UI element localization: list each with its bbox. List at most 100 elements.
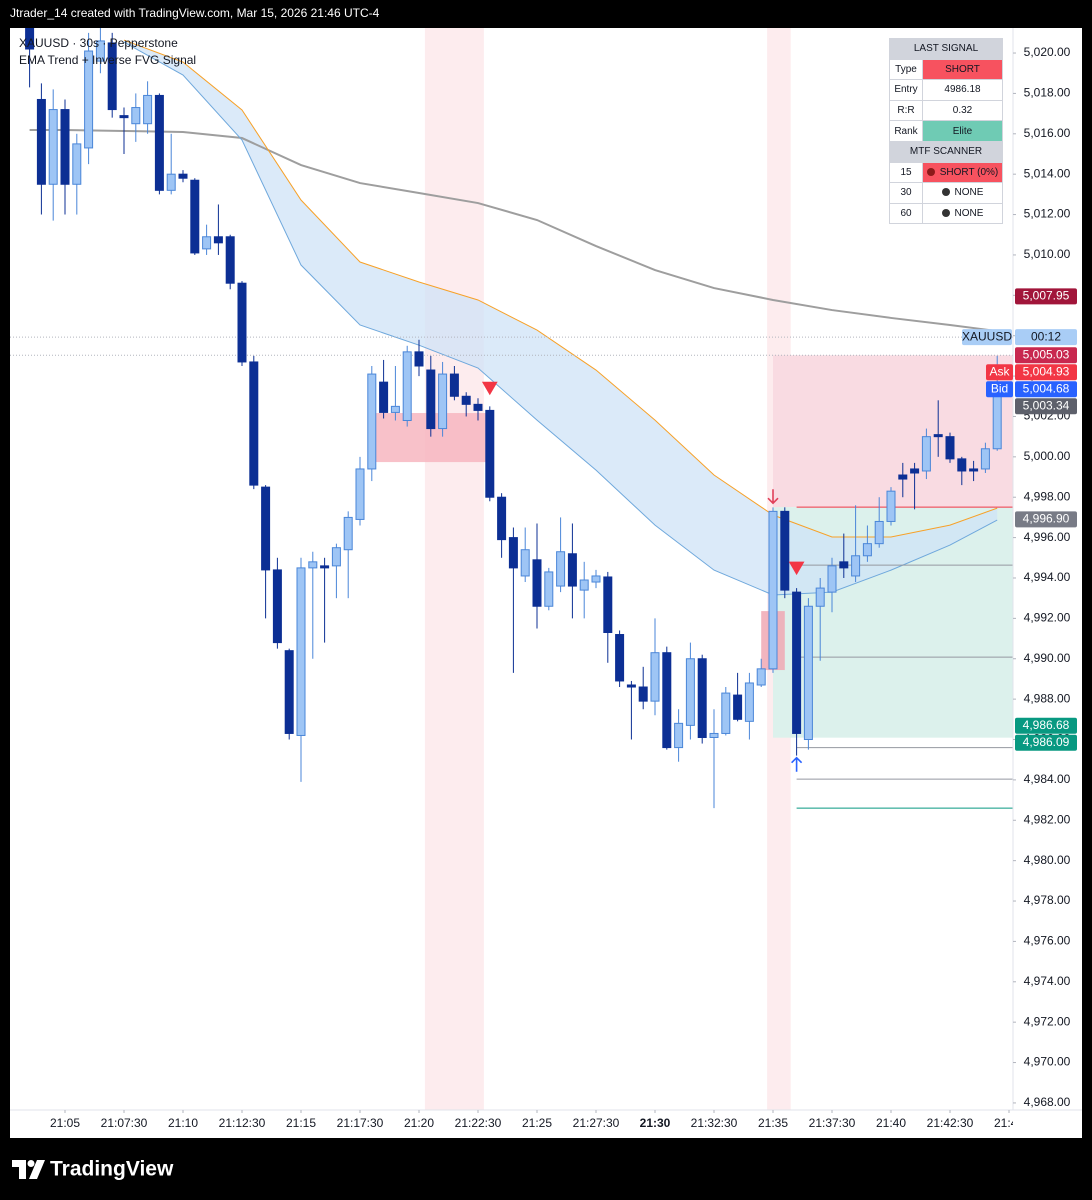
candle-body	[485, 409, 495, 498]
candle-body	[237, 282, 247, 363]
highlight-column	[424, 28, 484, 1110]
signal-arrow	[791, 756, 803, 772]
candle-body	[25, 28, 35, 50]
price-label-box	[1015, 347, 1077, 364]
x-tick-label: 21:05	[50, 1116, 80, 1130]
candle-body	[662, 652, 672, 749]
candle-body	[154, 94, 164, 191]
y-tick-label: 4,988.00	[1024, 691, 1071, 705]
candle-body	[414, 351, 424, 367]
price-tag-box	[986, 364, 1013, 381]
candle-body	[544, 571, 554, 607]
candle-body	[402, 351, 412, 422]
y-tick-label: 5,016.00	[1024, 126, 1071, 140]
y-tick-label: 4,994.00	[1024, 570, 1071, 584]
logo-dot	[27, 1160, 35, 1167]
y-tick-label: 5,014.00	[1024, 166, 1071, 180]
y-tick-label: 4,982.00	[1024, 812, 1071, 826]
price-tag-box	[986, 381, 1013, 398]
candle-body	[591, 575, 601, 583]
price-label: 4,986.09	[1023, 735, 1070, 749]
y-tick-label: 4,976.00	[1024, 934, 1071, 948]
candle-body	[815, 587, 825, 607]
y-tick-label: 4,978.00	[1024, 893, 1071, 907]
candle-body	[190, 179, 200, 254]
price-label: 5,004.93	[1023, 364, 1070, 378]
price-label-box	[1015, 511, 1077, 528]
candle-body	[898, 474, 908, 480]
candle-body	[874, 520, 884, 545]
x-tick-label: 21:15	[286, 1116, 316, 1130]
candle-body	[957, 458, 967, 472]
candle-body	[143, 94, 153, 125]
table-value: SHORT (0%)	[922, 161, 1003, 184]
table-key: R:R	[889, 99, 923, 122]
y-tick-label: 4,998.00	[1024, 489, 1071, 503]
axes: 4,968.00 4,970.00 4,972.00 4,974.00 4,976.00…	[962, 45, 1077, 1109]
candle-body	[390, 405, 400, 413]
x-tick-label: 21:27:30	[573, 1116, 620, 1130]
candle-body	[72, 143, 82, 185]
candle-body	[261, 486, 271, 571]
x-tick-label: 21:07:30	[101, 1116, 148, 1130]
ema-line	[29, 128, 998, 333]
table-value: 4986.18	[922, 79, 1003, 101]
loss-zone	[773, 355, 1013, 508]
candle-body	[296, 567, 306, 736]
candle-body	[520, 549, 530, 577]
candle-body	[650, 652, 660, 702]
signal-arrow	[767, 489, 779, 505]
candle-body	[36, 98, 46, 185]
candle-body	[567, 553, 577, 587]
candle-body	[131, 107, 141, 125]
y-tick-label: 4,996.00	[1024, 530, 1071, 544]
price-label-box	[1015, 288, 1077, 305]
candle-body	[320, 565, 330, 569]
table-value: SHORT	[922, 58, 1003, 81]
countdown-box	[1015, 329, 1077, 346]
candle-body	[178, 173, 188, 179]
price-label-box	[1015, 734, 1077, 751]
signal-triangle	[788, 561, 805, 576]
candle-body	[980, 448, 990, 470]
candle-body	[851, 555, 861, 577]
candle-body	[969, 468, 979, 472]
candle-body	[638, 686, 648, 702]
logo	[12, 1160, 45, 1179]
table-key: 15	[889, 161, 923, 184]
candle-body	[308, 561, 318, 569]
candle-body	[709, 732, 719, 738]
signal-table: LAST SIGNAL Type SHORT Entry 4986.18 R:R 0.…	[889, 38, 1003, 225]
time-axis: 21:05 21:07:30 21:10 21:12:30 21:15 21:17:30 2…	[50, 1110, 1024, 1130]
header-text: Jtrader_14 created with TradingView.com,…	[10, 6, 380, 20]
x-tick-label: 21:20	[404, 1116, 434, 1130]
candle-body	[379, 381, 389, 413]
candle-body	[331, 547, 341, 567]
candle-body	[803, 605, 813, 741]
candle-body	[532, 559, 542, 607]
candle-body	[615, 634, 625, 682]
table-value: NONE	[922, 202, 1003, 225]
candle-body	[733, 694, 743, 720]
x-tick-label: 21:25	[522, 1116, 552, 1130]
candle-body	[48, 109, 58, 185]
candle-body	[697, 658, 707, 738]
table-title: MTF SCANNER	[889, 140, 1003, 163]
candle-body	[945, 436, 955, 460]
status-dot	[926, 167, 935, 176]
candle-body	[886, 490, 896, 522]
indicator-name: EMA Trend + Inverse FVG Signal	[19, 53, 196, 67]
candle-body	[60, 109, 70, 185]
candle-body	[438, 373, 448, 430]
ema-line	[123, 39, 998, 538]
candle-body	[497, 496, 507, 541]
y-tick-label: 4,992.00	[1024, 611, 1071, 625]
table-title: LAST SIGNAL	[889, 38, 1003, 60]
price-tag: Bid	[991, 381, 1008, 395]
table-key: Entry	[889, 79, 923, 101]
price-label-box	[1015, 364, 1077, 381]
candle-body	[249, 361, 259, 486]
price-label-box	[1015, 398, 1077, 415]
table-value: 0.32	[922, 99, 1003, 122]
x-tick-label: 21:45	[994, 1116, 1024, 1130]
